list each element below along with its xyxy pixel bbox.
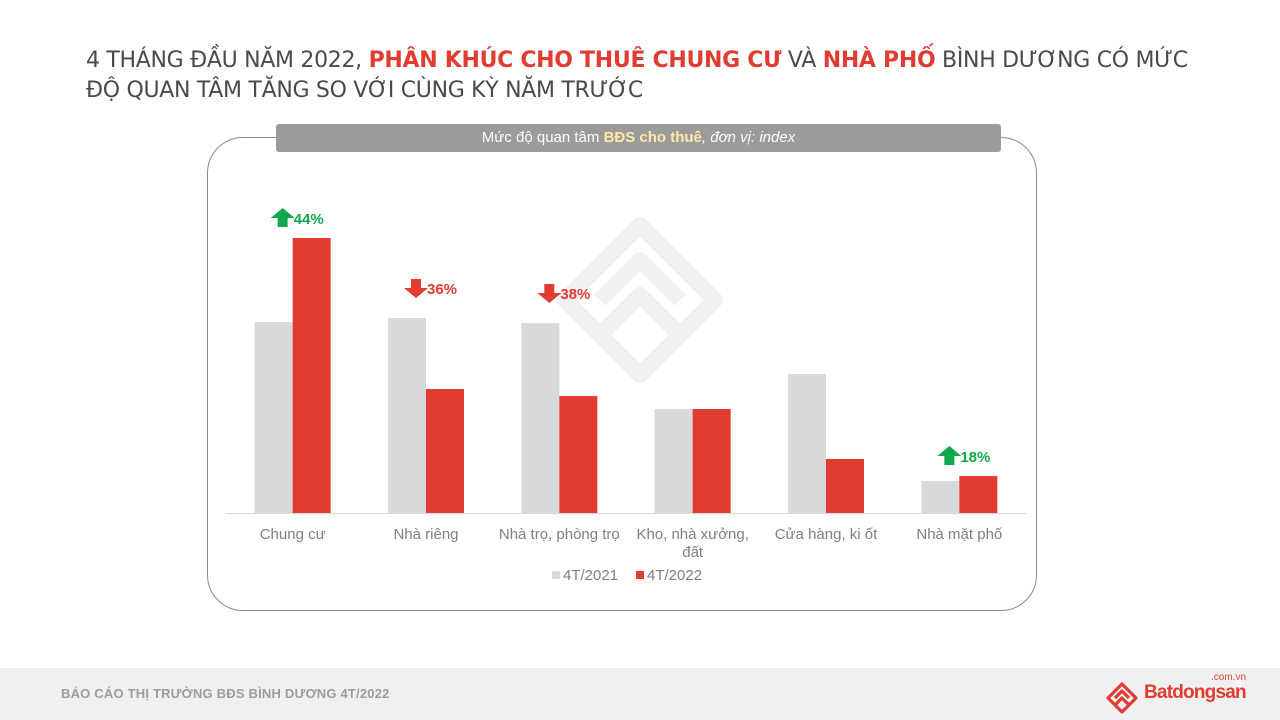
- bar-4t-2022-chung-cu: [292, 238, 331, 513]
- legend-swatch-4t-2021: [552, 571, 560, 579]
- footer-report-title: BÁO CÁO THỊ TRƯỜNG BĐS BÌNH DƯƠNG 4T/202…: [61, 686, 390, 701]
- watermark-logo-icon: [557, 217, 723, 383]
- chart-frame: [207, 137, 1037, 611]
- arrow-down-icon: [537, 284, 562, 303]
- title-text-3: BÌNH DƯƠNG CÓ MỨC ĐỘ QUAN TÂM TĂNG SO VỚ…: [86, 48, 1188, 103]
- bar-chart: Chung cư Nhà riêng Nhà trọ, phòng trọ Kho, …: [226, 208, 1026, 584]
- footer: BÁO CÁO THỊ TRƯỜNG BĐS BÌNH DƯƠNG 4T/202…: [0, 668, 1280, 720]
- chart-header-unit: index: [759, 129, 796, 146]
- legend-label-4t-2022: 4T/2022: [647, 567, 702, 584]
- x-tick-label-nha-tro-phong-tro: Nhà trọ, phòng trọ: [499, 526, 620, 543]
- arrow-up-icon: [937, 446, 962, 465]
- title-highlight-apartment: PHÂN KHÚC CHO THUÊ CHUNG CƯ: [368, 48, 782, 73]
- batdongsan-logo-icon: [1106, 682, 1138, 714]
- bar-4t-2022-nha-rieng: [426, 389, 464, 513]
- bar-4t-2021-kho-nha-xuong-dat: [654, 409, 693, 513]
- bar-4t-2021-nha-rieng: [388, 318, 426, 513]
- logo-text: Batdongsan: [1144, 682, 1247, 703]
- bar-4t-2021-nha-mat-pho: [921, 481, 960, 513]
- x-tick-label-kho-nha-xuong-dat: Kho, nhà xưởng, đất: [636, 526, 748, 561]
- data-label-nha-rieng: 36%: [427, 281, 457, 298]
- arrow-down-icon: [404, 279, 428, 298]
- slide-title: 4 THÁNG ĐẦU NĂM 2022, PHÂN KHÚC CHO THUÊ…: [86, 46, 1206, 106]
- chart-header-suffix: , đơn vị:: [701, 129, 760, 146]
- x-tick-label-nha-rieng: Nhà riêng: [393, 526, 458, 543]
- bar-4t-2021-cua-hang-ki-ot: [788, 374, 826, 513]
- legend-swatch-4t-2022: [636, 571, 644, 579]
- bar-4t-2022-cua-hang-ki-ot: [826, 459, 864, 513]
- title-text-1: 4 THÁNG ĐẦU NĂM 2022,: [86, 48, 369, 73]
- bar-4t-2022-nha-mat-pho: [959, 476, 998, 513]
- page-number: 6: [1236, 678, 1243, 690]
- data-label-nha-mat-pho: 18%: [960, 449, 990, 466]
- chart-header-prefix: Mức độ quan tâm: [481, 129, 604, 146]
- bar-4t-2021-nha-tro-phong-tro: [521, 323, 560, 513]
- title-highlight-townhouse: NHÀ PHỐ: [822, 48, 936, 73]
- chart-header: Mức độ quan tâm BĐS cho thuê, đơn vị: in…: [276, 124, 1001, 152]
- bar-4t-2021-chung-cu: [254, 322, 293, 513]
- title-text-2: VÀ: [781, 48, 823, 73]
- arrow-up-icon: [270, 208, 295, 227]
- data-label-nha-tro-phong-tro: 38%: [560, 286, 590, 303]
- x-tick-label-cua-hang-ki-ot: Cửa hàng, ki ốt: [775, 526, 878, 543]
- chart-header-emphasis: BĐS cho thuê: [603, 129, 702, 146]
- x-tick-label-chung-cu: Chung cư: [260, 526, 326, 543]
- x-tick-label-nha-mat-pho: Nhà mặt phố: [916, 526, 1003, 543]
- bar-4t-2022-nha-tro-phong-tro: [559, 396, 598, 513]
- data-label-chung-cu: 44%: [294, 211, 324, 228]
- legend-label-4t-2021: 4T/2021: [563, 567, 618, 584]
- bar-4t-2022-kho-nha-xuong-dat: [692, 409, 731, 513]
- logo-suffix: .com.vn: [1211, 672, 1247, 683]
